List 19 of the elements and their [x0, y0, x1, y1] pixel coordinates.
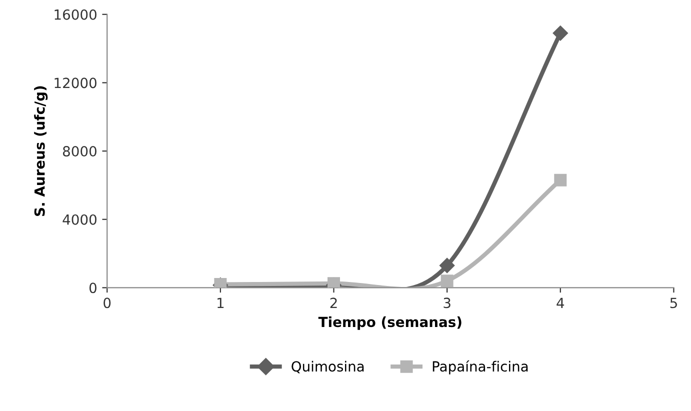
x-tick-label: 1: [218, 298, 224, 308]
y-axis-title: S. Aureus (ufc/g): [34, 86, 48, 216]
point: [554, 174, 567, 186]
legend-label: Quimosina: [292, 360, 364, 374]
legend-label: Papaína-ficina: [432, 360, 528, 374]
y-tick-label: 12000: [54, 78, 96, 88]
x-tick-label: 0: [104, 298, 111, 308]
point: [440, 258, 455, 274]
x-tick-label: 3: [444, 298, 450, 308]
x-tick-label: 5: [670, 298, 677, 308]
y-tick-label: 4000: [62, 214, 96, 225]
y-tick-label: 8000: [62, 146, 96, 157]
x-axis-title: Tiempo (semanas): [318, 316, 462, 330]
y-tick-label: 0: [89, 282, 96, 294]
x-tick-label: 4: [556, 298, 564, 308]
point: [440, 274, 454, 288]
point: [552, 26, 568, 41]
x-tick-label: 2: [330, 298, 337, 308]
y-tick-label: 16000: [54, 9, 96, 20]
